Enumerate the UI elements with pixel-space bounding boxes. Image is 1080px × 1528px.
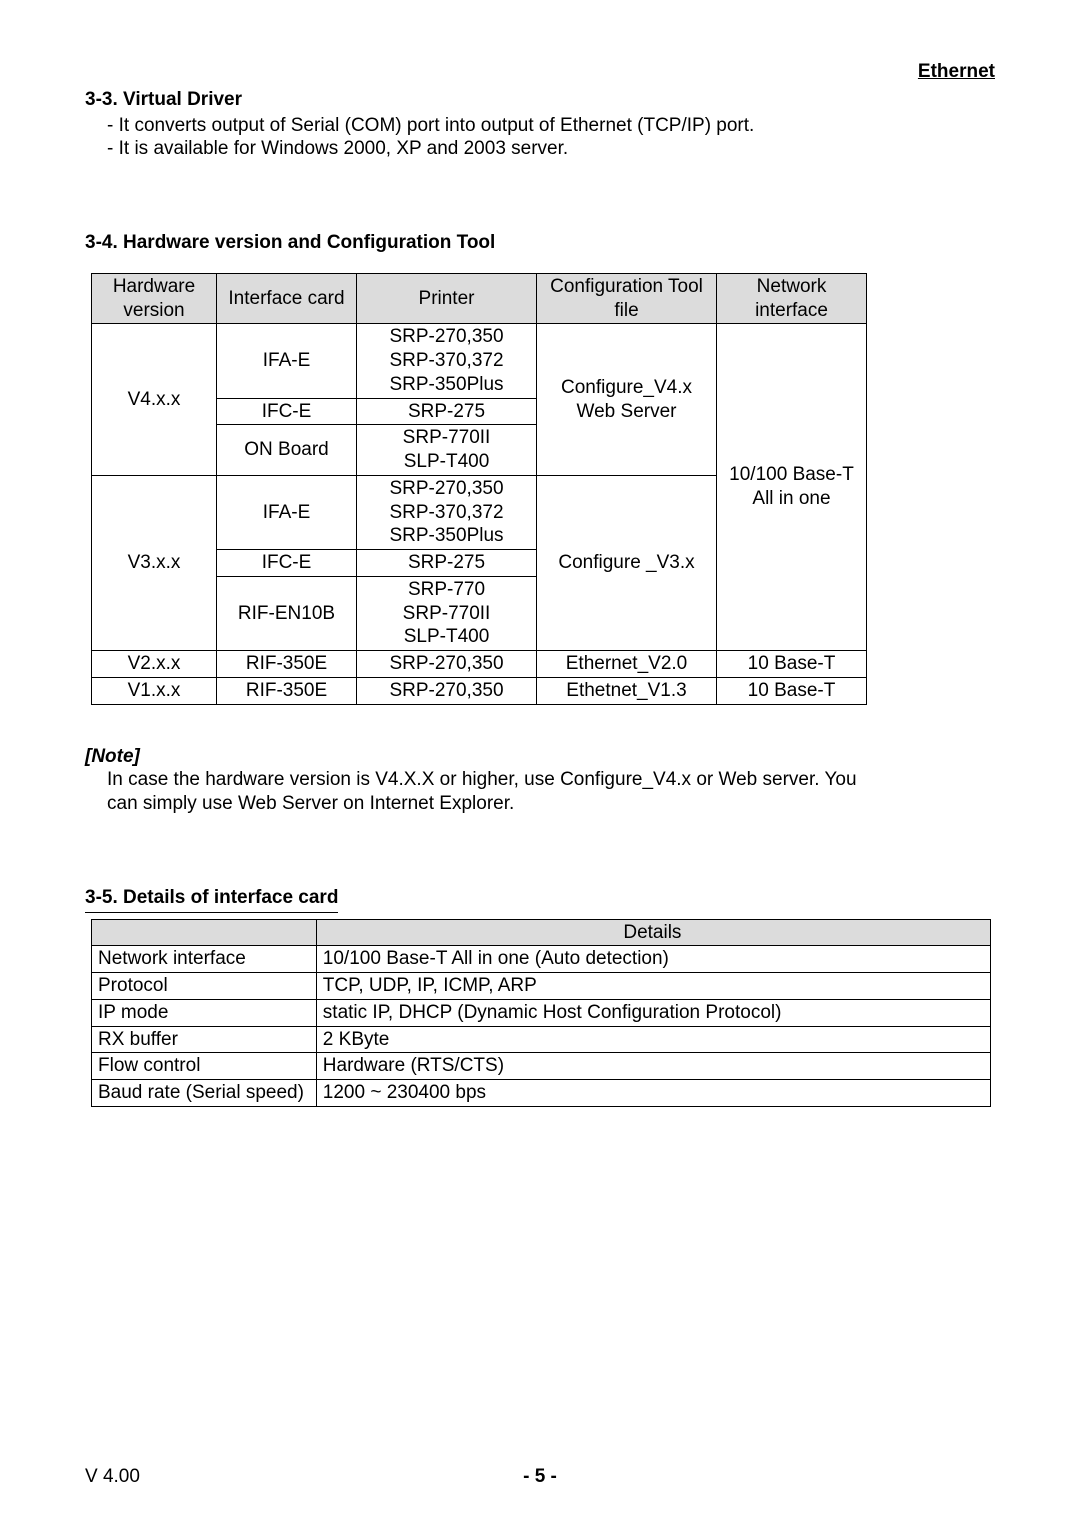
cell-printer: SRP-275: [357, 398, 537, 425]
cell-network: 10/100 Base-T All in one: [717, 324, 867, 651]
body-line: - It is available for Windows 2000, XP a…: [107, 137, 995, 161]
section-3-4-title: 3-4. Hardware version and Configuration …: [85, 231, 995, 255]
body-line: can simply use Web Server on Internet Ex…: [107, 792, 995, 816]
cell-printer: SRP-270,350 SRP-370,372 SRP-350Plus: [357, 324, 537, 398]
cell-hw-version: V1.x.x: [92, 677, 217, 704]
cell-interface: ON Board: [217, 425, 357, 476]
cell-printer: SRP-770 SRP-770II SLP-T400: [357, 576, 537, 650]
col-interface-card: Interface card: [217, 273, 357, 324]
detail-key: Flow control: [92, 1053, 317, 1080]
table-row: V2.x.x RIF-350E SRP-270,350 Ethernet_V2.…: [92, 651, 867, 678]
body-line: - It converts output of Serial (COM) por…: [107, 114, 995, 138]
cell-config: Configure_V4.x Web Server: [537, 324, 717, 476]
table-row: ProtocolTCP, UDP, IP, ICMP, ARP: [92, 973, 991, 1000]
cell-config: Ethernet_V2.0: [537, 651, 717, 678]
page-footer: V 4.00 - 5 -: [85, 1466, 995, 1488]
page-content: Ethernet 3-3. Virtual Driver - It conver…: [0, 0, 1080, 1147]
detail-key: RX buffer: [92, 1026, 317, 1053]
detail-value: 2 KByte: [316, 1026, 990, 1053]
cell-network: 10 Base-T: [717, 677, 867, 704]
details-table: Details Network interface10/100 Base-T A…: [91, 919, 991, 1107]
cell-printer: SRP-275: [357, 550, 537, 577]
page-header-right: Ethernet: [85, 60, 995, 84]
col-network-interface: Networkinterface: [717, 273, 867, 324]
cell-network: 10 Base-T: [717, 651, 867, 678]
table-row: Baud rate (Serial speed)1200 ~ 230400 bp…: [92, 1080, 991, 1107]
table-row: Network interface10/100 Base-T All in on…: [92, 946, 991, 973]
section-3-5-title: 3-5. Details of interface card: [85, 886, 995, 913]
cell-printer: SRP-270,350: [357, 651, 537, 678]
detail-key: Protocol: [92, 973, 317, 1000]
cell-hw-version: V3.x.x: [92, 475, 217, 650]
table-row: V4.x.x IFA-E SRP-270,350 SRP-370,372 SRP…: [92, 324, 867, 398]
table-header-row: Hardwareversion Interface card Printer C…: [92, 273, 867, 324]
detail-value: 1200 ~ 230400 bps: [316, 1080, 990, 1107]
detail-value: static IP, DHCP (Dynamic Host Configurat…: [316, 999, 990, 1026]
cell-hw-version: V2.x.x: [92, 651, 217, 678]
cell-config: Configure _V3.x: [537, 475, 717, 650]
table-row: V1.x.x RIF-350E SRP-270,350 Ethetnet_V1.…: [92, 677, 867, 704]
footer-page-number: - 5 -: [85, 1466, 995, 1488]
cell-interface: IFA-E: [217, 475, 357, 549]
cell-interface: RIF-EN10B: [217, 576, 357, 650]
cell-hw-version: V4.x.x: [92, 324, 217, 476]
cell-interface: IFC-E: [217, 398, 357, 425]
cell-config: Ethetnet_V1.3: [537, 677, 717, 704]
cell-interface: IFC-E: [217, 550, 357, 577]
detail-value: 10/100 Base-T All in one (Auto detection…: [316, 946, 990, 973]
cell-printer: SRP-270,350 SRP-370,372 SRP-350Plus: [357, 475, 537, 549]
detail-value: TCP, UDP, IP, ICMP, ARP: [316, 973, 990, 1000]
note-title: [Note]: [85, 745, 995, 769]
cell-interface: RIF-350E: [217, 677, 357, 704]
table-row: IP modestatic IP, DHCP (Dynamic Host Con…: [92, 999, 991, 1026]
col-printer: Printer: [357, 273, 537, 324]
detail-key: Network interface: [92, 946, 317, 973]
section-3-3-title: 3-3. Virtual Driver: [85, 88, 995, 112]
detail-key: IP mode: [92, 999, 317, 1026]
hardware-version-table: Hardwareversion Interface card Printer C…: [91, 273, 867, 705]
section-3-3-body: - It converts output of Serial (COM) por…: [85, 114, 995, 162]
body-line: In case the hardware version is V4.X.X o…: [107, 768, 995, 792]
cell-printer: SRP-270,350: [357, 677, 537, 704]
cell-interface: IFA-E: [217, 324, 357, 398]
empty-header: [92, 919, 317, 946]
cell-interface: RIF-350E: [217, 651, 357, 678]
col-hardware-version: Hardwareversion: [92, 273, 217, 324]
note-body: In case the hardware version is V4.X.X o…: [85, 768, 995, 816]
table-row: Flow controlHardware (RTS/CTS): [92, 1053, 991, 1080]
col-config-tool: Configuration Toolfile: [537, 273, 717, 324]
detail-key: Baud rate (Serial speed): [92, 1080, 317, 1107]
details-header: Details: [316, 919, 990, 946]
table-header-row: Details: [92, 919, 991, 946]
table-row: RX buffer2 KByte: [92, 1026, 991, 1053]
detail-value: Hardware (RTS/CTS): [316, 1053, 990, 1080]
cell-printer: SRP-770II SLP-T400: [357, 425, 537, 476]
